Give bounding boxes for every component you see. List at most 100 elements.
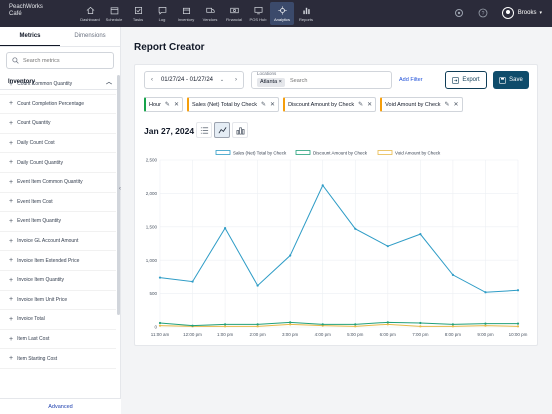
- field-pill[interactable]: Sales (Net) Total by Check ✎ ✕: [186, 97, 280, 112]
- list-item[interactable]: + Count Completion Percentage: [0, 95, 116, 115]
- plus-icon[interactable]: +: [9, 257, 14, 265]
- data-point[interactable]: [256, 284, 259, 287]
- list-item[interactable]: + Count Quantity: [0, 114, 116, 134]
- location-search-input[interactable]: [290, 78, 380, 84]
- plus-icon[interactable]: +: [9, 198, 14, 206]
- close-icon[interactable]: ✕: [173, 102, 179, 108]
- data-point[interactable]: [484, 322, 487, 325]
- data-point[interactable]: [516, 325, 520, 328]
- plus-icon[interactable]: +: [9, 159, 14, 167]
- nav-item-schedule[interactable]: Schedule: [102, 2, 126, 25]
- settings-icon[interactable]: [454, 8, 464, 18]
- list-item[interactable]: + Invoice GL Account Amount: [0, 232, 116, 252]
- plus-icon[interactable]: +: [9, 100, 14, 108]
- line-view-button[interactable]: [214, 122, 230, 138]
- plus-icon[interactable]: +: [9, 296, 14, 304]
- table-view-button[interactable]: [196, 122, 212, 138]
- legend-swatch[interactable]: [295, 150, 311, 155]
- list-item[interactable]: + Item Starting Cost: [0, 349, 116, 369]
- bar-view-button[interactable]: [232, 122, 248, 138]
- close-icon[interactable]: ✕: [270, 102, 276, 108]
- data-point[interactable]: [223, 323, 227, 326]
- data-point[interactable]: [191, 324, 194, 327]
- plus-icon[interactable]: +: [9, 335, 14, 343]
- section-inventory[interactable]: Inventory ︿: [0, 74, 120, 90]
- data-point[interactable]: [354, 227, 357, 230]
- list-item[interactable]: + Invoice Item Unit Price: [0, 291, 116, 311]
- data-point[interactable]: [223, 325, 227, 328]
- nav-item-inventory[interactable]: Inventory: [174, 2, 198, 25]
- field-pill[interactable]: Void Amount by Check ✎ ✕: [380, 97, 463, 112]
- data-point[interactable]: [289, 254, 292, 257]
- nav-item-pos-hub[interactable]: POS Hub: [246, 2, 270, 25]
- add-filter-button[interactable]: Add Filter: [399, 77, 423, 83]
- data-point[interactable]: [516, 289, 520, 292]
- help-icon[interactable]: ?: [478, 8, 488, 18]
- nav-item-vendors[interactable]: Vendors: [198, 2, 222, 25]
- pencil-icon[interactable]: ✎: [261, 102, 267, 108]
- collapse-sidebar-icon[interactable]: ‹: [119, 186, 121, 192]
- data-point[interactable]: [191, 280, 194, 283]
- nav-item-tasks[interactable]: Tasks: [126, 2, 150, 25]
- close-icon[interactable]: ✕: [367, 102, 373, 108]
- pencil-icon[interactable]: ✎: [164, 102, 170, 108]
- nav-item-analytics[interactable]: Analytics: [270, 2, 294, 25]
- advanced-link[interactable]: Advanced: [0, 398, 121, 414]
- data-point[interactable]: [419, 325, 422, 328]
- search-input[interactable]: [23, 57, 113, 64]
- plus-icon[interactable]: +: [9, 119, 14, 127]
- data-point[interactable]: [256, 325, 259, 328]
- close-icon[interactable]: ×: [278, 79, 282, 85]
- plus-icon[interactable]: +: [9, 139, 14, 147]
- list-item[interactable]: + Count Common Quantity: [0, 75, 116, 95]
- plus-icon[interactable]: +: [9, 80, 14, 88]
- plus-icon[interactable]: +: [9, 315, 14, 323]
- data-point[interactable]: [256, 323, 259, 326]
- brand-name[interactable]: PeachWorks Café: [9, 4, 43, 18]
- plus-icon[interactable]: +: [9, 355, 14, 363]
- data-point[interactable]: [386, 245, 389, 248]
- list-item[interactable]: + Item Last Cost: [0, 330, 116, 350]
- field-pill[interactable]: Discount Amount by Check ✎ ✕: [283, 97, 377, 112]
- field-pill[interactable]: Hour ✎ ✕: [144, 97, 183, 112]
- metrics-search[interactable]: [6, 52, 114, 69]
- sidebar-scrollbar[interactable]: [117, 75, 120, 315]
- data-point[interactable]: [321, 184, 324, 187]
- export-button[interactable]: Export: [445, 71, 487, 89]
- data-point[interactable]: [484, 291, 487, 294]
- plus-icon[interactable]: +: [9, 276, 14, 284]
- data-point[interactable]: [289, 323, 292, 326]
- data-point[interactable]: [451, 273, 455, 276]
- list-item[interactable]: + Invoice Item Extended Price: [0, 251, 116, 271]
- date-range-picker[interactable]: ‹ 01/27/24 - 01/27/24 ⌄ ›: [144, 71, 244, 89]
- data-point[interactable]: [419, 321, 422, 325]
- data-point[interactable]: [516, 322, 520, 325]
- data-point[interactable]: [289, 321, 292, 324]
- legend-label[interactable]: Void Amount by Check: [395, 151, 441, 156]
- nav-item-dashboard[interactable]: Dashboard: [78, 2, 102, 25]
- data-point[interactable]: [386, 323, 389, 326]
- nav-item-financial[interactable]: Financial: [222, 2, 246, 25]
- pencil-icon[interactable]: ✎: [358, 102, 364, 108]
- save-button[interactable]: Save: [493, 71, 529, 89]
- data-point[interactable]: [484, 324, 487, 327]
- list-item[interactable]: + Daily Count Quantity: [0, 153, 116, 173]
- prev-date-icon[interactable]: ‹: [151, 77, 153, 83]
- data-point[interactable]: [354, 325, 357, 328]
- data-point[interactable]: [419, 233, 422, 236]
- plus-icon[interactable]: +: [9, 237, 14, 245]
- list-item[interactable]: + Invoice Item Quantity: [0, 271, 116, 291]
- data-point[interactable]: [158, 324, 162, 327]
- data-point[interactable]: [223, 227, 227, 230]
- nav-item-log[interactable]: Log: [150, 2, 174, 25]
- legend-swatch[interactable]: [377, 150, 393, 155]
- legend-label[interactable]: Sales (Net) Total by Check: [233, 151, 287, 156]
- data-point[interactable]: [158, 321, 162, 325]
- legend-swatch[interactable]: [215, 150, 231, 155]
- pencil-icon[interactable]: ✎: [444, 102, 450, 108]
- tab-dimensions[interactable]: Dimensions: [74, 33, 106, 39]
- data-point[interactable]: [158, 276, 162, 279]
- list-item[interactable]: + Event Item Cost: [0, 193, 116, 213]
- locations-filter[interactable]: Locations Atlanta ×: [251, 71, 392, 89]
- list-item[interactable]: + Invoice Total: [0, 310, 116, 330]
